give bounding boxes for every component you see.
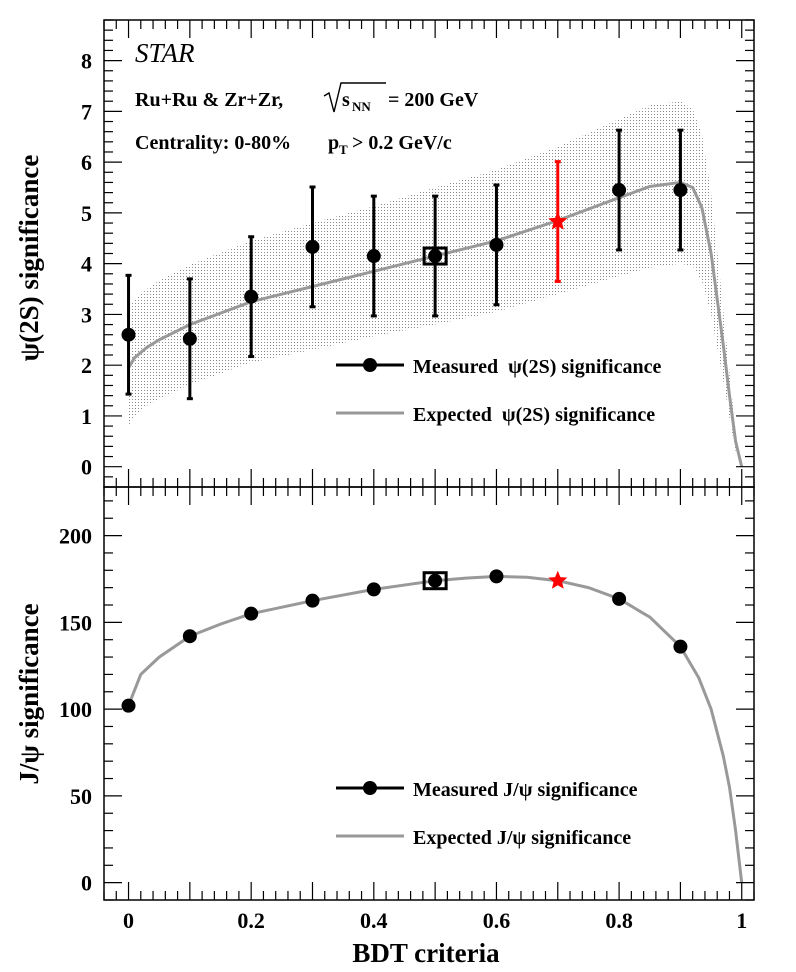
y-tick-label: 2 xyxy=(81,353,92,378)
legend-measured-psi2s-marker xyxy=(363,358,377,372)
legend-expected-psi2s-label: Expected ψ(2S) significance xyxy=(413,404,655,426)
x-tick-label: 1 xyxy=(736,908,747,933)
y-tick-label: 150 xyxy=(59,610,92,635)
pt-cut-value: > 0.2 GeV/c xyxy=(352,132,452,154)
data-point xyxy=(428,249,443,264)
y-axis-title-jpsi: J/ψ significance xyxy=(14,603,44,784)
x-tick-label: 0.4 xyxy=(360,908,388,933)
data-point xyxy=(121,698,136,713)
legend-measured-psi2s-label: Measured ψ(2S) significance xyxy=(413,356,661,378)
data-point xyxy=(121,327,136,342)
collision-system-label: Ru+Ru & Zr+Zr, xyxy=(135,89,283,111)
bottom-legend: Measured J/ψ significance Expected J/ψ s… xyxy=(336,779,638,849)
energy-value: = 200 GeV xyxy=(388,89,479,111)
data-point xyxy=(366,249,381,264)
bottom-axis-ticks: 0 50 100 150 200 0 0.2 0.4 0.6 0.8 1 xyxy=(59,487,755,933)
data-point xyxy=(305,239,320,254)
expected-curve xyxy=(127,180,744,468)
x-tick-label: 0 xyxy=(123,908,134,933)
data-point xyxy=(366,582,381,597)
jpsi-expected-line-layer xyxy=(127,574,744,883)
y-tick-label: 7 xyxy=(81,99,92,124)
experiment-label: STAR xyxy=(135,38,195,68)
bottom-plot-frame xyxy=(103,486,755,901)
x-tick-label: 0.2 xyxy=(237,908,265,933)
data-point xyxy=(182,331,197,346)
selected-point-box xyxy=(422,571,448,591)
y-tick-label: 3 xyxy=(81,302,92,327)
y-tick-label: 50 xyxy=(70,784,92,809)
legend-expected-jpsi-label: Expected J/ψ significance xyxy=(413,827,631,849)
sqrt-sign-icon xyxy=(323,82,386,113)
y-tick-label: 1 xyxy=(81,404,92,429)
y-tick-label: 0 xyxy=(81,871,92,896)
selected-point-box xyxy=(422,246,448,266)
y-axis-title-psi2s: ψ(2S) significance xyxy=(14,155,44,362)
data-point xyxy=(244,289,259,304)
x-axis-title: BDT criteria xyxy=(352,938,500,968)
top-panel: 0 1 2 3 4 5 6 7 8 ψ(2S) significance STAR Ru+Ru … xyxy=(14,19,755,488)
bottom-panel: 0 50 100 150 200 0 0.2 0.4 0.6 0.8 1 J/ψ significa… xyxy=(14,486,755,968)
optimal-point-star xyxy=(548,211,568,230)
data-point xyxy=(305,593,320,608)
psi2s-measured-points-layer xyxy=(121,128,688,401)
data-point xyxy=(673,639,688,654)
data-point xyxy=(612,591,627,606)
legend-measured-jpsi-label: Measured J/ψ significance xyxy=(413,779,638,801)
y-tick-label: 5 xyxy=(81,201,92,226)
pt-subscript: T xyxy=(339,142,348,157)
y-tick-label: 0 xyxy=(81,455,92,480)
y-tick-label: 4 xyxy=(81,252,92,277)
data-point xyxy=(489,237,504,252)
data-point xyxy=(182,629,197,644)
data-point xyxy=(673,183,688,198)
energy-subscript: NN xyxy=(352,99,371,114)
y-tick-label: 8 xyxy=(81,49,92,74)
top-annotations: STAR Ru+Ru & Zr+Zr, s NN = 200 GeV Centr… xyxy=(135,38,479,157)
y-tick-label: 6 xyxy=(81,150,92,175)
top-axis-ticks: 0 1 2 3 4 5 6 7 8 xyxy=(81,19,755,488)
energy-s: s xyxy=(342,89,350,111)
data-point xyxy=(612,183,627,198)
legend-measured-jpsi-marker xyxy=(363,781,377,795)
data-point xyxy=(428,573,443,588)
x-tick-label: 0.6 xyxy=(483,908,511,933)
y-tick-label: 100 xyxy=(59,697,92,722)
centrality-label: Centrality: 0-80% xyxy=(135,132,291,154)
jpsi-measured-points-layer xyxy=(121,569,688,713)
optimal-point-star xyxy=(548,570,568,589)
data-point xyxy=(489,569,504,584)
top-legend: Measured ψ(2S) significance Expected ψ(2… xyxy=(336,356,661,426)
x-tick-label: 0.8 xyxy=(605,908,633,933)
data-point xyxy=(244,606,259,621)
pt-p: p xyxy=(328,132,339,154)
y-tick-label: 200 xyxy=(59,524,92,549)
psi2s-expected-line-layer xyxy=(127,180,744,468)
expected-curve xyxy=(127,574,744,883)
